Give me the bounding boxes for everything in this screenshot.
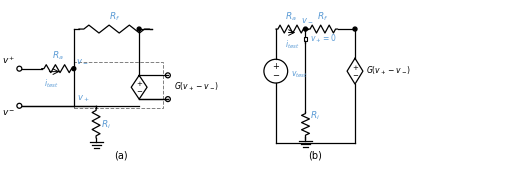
Circle shape [303, 27, 308, 31]
Text: +: + [352, 65, 358, 71]
Text: $v_-$: $v_-$ [301, 15, 313, 24]
Text: −: − [272, 72, 279, 81]
Text: $i_{test}$: $i_{test}$ [285, 38, 299, 51]
Text: $G(v_+ - v_-)$: $G(v_+ - v_-)$ [174, 81, 219, 94]
Text: $v_-$: $v_-$ [76, 56, 88, 65]
Bar [74, 62, 163, 108]
Text: $R_f$: $R_f$ [109, 11, 120, 23]
Text: $R_i$: $R_i$ [310, 109, 320, 122]
Text: −: − [136, 89, 142, 95]
Text: (a): (a) [114, 150, 128, 160]
Text: $G(v_+ - v_-)$: $G(v_+ - v_-)$ [366, 65, 411, 77]
Circle shape [72, 67, 76, 71]
Text: $R_i$: $R_i$ [101, 118, 111, 131]
Text: +: + [272, 62, 279, 71]
Text: $R_a$: $R_a$ [285, 10, 297, 23]
Text: $v^+$: $v^+$ [2, 55, 15, 66]
Text: $v_+$: $v_+$ [77, 93, 89, 104]
Text: +: + [136, 81, 142, 87]
Text: −: − [352, 73, 358, 79]
Text: $v_+ = 0$: $v_+ = 0$ [310, 33, 338, 45]
Text: $R_f$: $R_f$ [317, 10, 329, 23]
Circle shape [137, 27, 141, 31]
Bar [304, 37, 307, 41]
Text: $v^-$: $v^-$ [2, 108, 15, 118]
Text: $R_a$: $R_a$ [52, 50, 64, 62]
Circle shape [353, 27, 357, 31]
Text: (b): (b) [309, 150, 322, 160]
Text: $i_{test}$: $i_{test}$ [44, 78, 59, 90]
Text: $v_{test}$: $v_{test}$ [291, 70, 308, 80]
